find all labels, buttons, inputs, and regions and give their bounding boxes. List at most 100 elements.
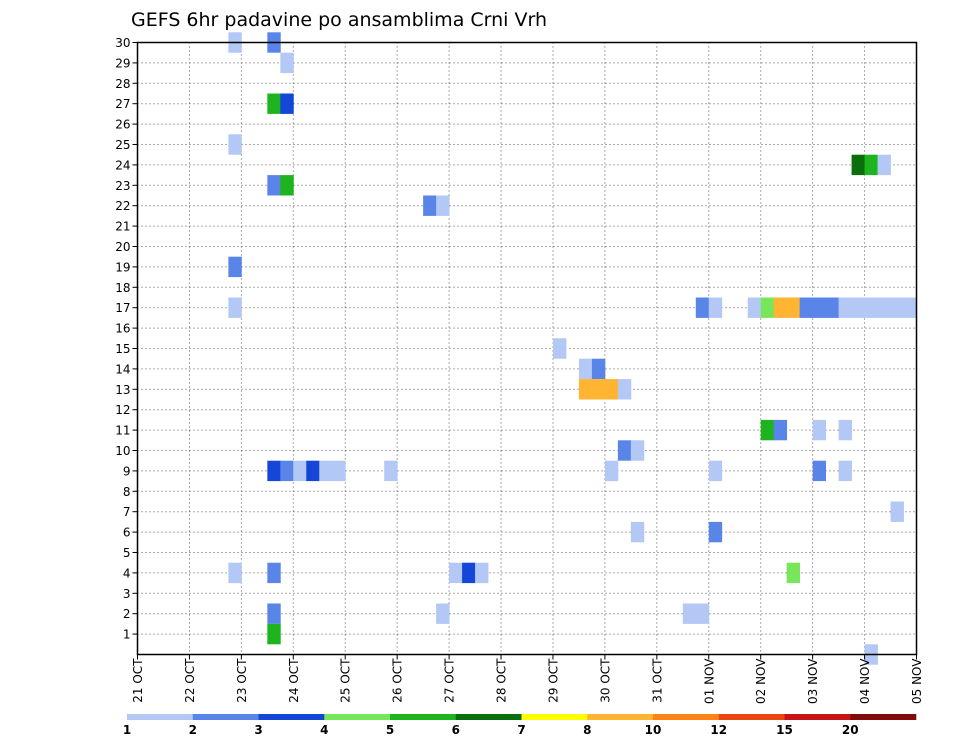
heatmap-cell — [617, 440, 632, 461]
heatmap-cell — [695, 603, 710, 624]
y-tick-label: 9 — [123, 464, 131, 478]
heatmap-cell — [332, 460, 346, 482]
y-tick-label: 28 — [115, 77, 130, 91]
heatmap-cell — [812, 460, 827, 482]
legend-color-swatch — [455, 714, 522, 720]
legend-color-swatch — [192, 714, 259, 720]
heatmap-cell — [306, 460, 320, 482]
legend-color-swatch — [127, 714, 194, 720]
heatmap-cell — [747, 297, 762, 318]
y-tick-label: 27 — [115, 97, 130, 111]
heatmap-cell — [267, 603, 281, 624]
x-tick-label: 04 NOV — [858, 658, 872, 704]
x-tick-label: 25 OCT — [339, 658, 353, 703]
heatmap-cell — [552, 338, 567, 359]
x-tick-label: 03 NOV — [806, 658, 820, 704]
y-tick-label: 19 — [115, 260, 130, 274]
y-tick-label: 15 — [115, 342, 130, 356]
x-tick-label: 27 OCT — [443, 658, 457, 703]
y-tick-label: 11 — [115, 424, 130, 438]
heatmap-cell — [228, 134, 242, 155]
x-axis: 21 OCT 22 OCT 23 OCT 24 OCT 25 OCT 26 OCT 27 O… — [131, 654, 924, 704]
heatmap-cell — [384, 460, 398, 482]
heatmap-cell — [851, 297, 865, 318]
legend-label: 15 — [776, 723, 793, 737]
heatmap-cell — [267, 93, 281, 114]
chart-title: GEFS 6hr padavine po ansamblima Crni Vrh — [131, 9, 547, 31]
y-tick-label: 12 — [115, 403, 130, 417]
heatmap-cell — [604, 379, 619, 400]
heatmap-cell — [630, 440, 645, 461]
heatmap-cell — [267, 562, 281, 584]
heatmap-cell — [903, 297, 917, 318]
heatmap-cell — [280, 93, 294, 114]
y-tick-label: 1 — [123, 628, 131, 642]
heatmap-cell — [475, 562, 489, 584]
heatmap-cell — [695, 297, 710, 318]
y-tick-label: 6 — [123, 526, 131, 540]
y-tick-label: 18 — [115, 281, 130, 295]
y-tick-label: 14 — [115, 362, 130, 376]
x-tick-label: 22 OCT — [183, 658, 197, 703]
y-tick-label: 26 — [115, 118, 130, 132]
legend-color-swatch — [390, 714, 457, 720]
x-tick-label: 30 OCT — [598, 658, 612, 703]
heatmap-cell — [591, 358, 606, 380]
y-axis: 1234567891011121314151617181920212223242… — [115, 36, 138, 642]
heatmap-cell — [604, 460, 619, 482]
legend-label: 12 — [710, 723, 727, 737]
heatmap-cell — [864, 297, 878, 318]
x-tick-label: 21 OCT — [131, 658, 145, 703]
legend-color-swatch — [587, 714, 654, 720]
y-tick-label: 20 — [115, 240, 130, 254]
x-tick-label: 01 NOV — [702, 658, 716, 704]
legend-label: 6 — [452, 723, 460, 737]
heatmap-cell — [838, 297, 852, 318]
heatmap-cell — [228, 297, 242, 318]
legend-label: 1 — [123, 723, 131, 737]
heatmap-cell — [449, 562, 463, 584]
legend-color-swatch — [718, 714, 785, 720]
x-tick-label: 28 OCT — [495, 658, 509, 703]
y-tick-label: 8 — [123, 485, 131, 499]
legend-color-swatch — [653, 714, 720, 720]
legend-color-swatch — [521, 714, 588, 720]
y-tick-label: 17 — [115, 301, 130, 315]
y-tick-label: 7 — [123, 505, 131, 519]
heatmap-cell — [423, 195, 437, 216]
heatmap-cell — [436, 195, 450, 216]
x-tick-label: 23 OCT — [235, 658, 249, 703]
heatmap-cell — [786, 562, 801, 584]
legend-label: 7 — [517, 723, 525, 737]
heatmap-cell — [617, 379, 632, 400]
x-tick-label: 24 OCT — [287, 658, 301, 703]
y-tick-label: 24 — [115, 158, 130, 172]
y-tick-label: 4 — [123, 566, 131, 580]
y-tick-label: 13 — [115, 383, 130, 397]
heatmap-cell — [864, 154, 878, 176]
legend-label: 10 — [645, 723, 662, 737]
y-tick-label: 25 — [115, 138, 130, 152]
heatmap-cell — [760, 419, 775, 441]
heatmap-cell — [799, 297, 814, 318]
heatmap-cell — [825, 297, 839, 318]
heatmap-cell — [462, 562, 476, 584]
heatmap-cell — [812, 297, 827, 318]
heatmap-cell — [812, 419, 827, 441]
heatmap-cell — [838, 460, 852, 482]
heatmap-cell — [773, 419, 788, 441]
legend-label: 4 — [320, 723, 328, 737]
x-tick-label: 31 OCT — [650, 658, 664, 703]
legend-label: 8 — [583, 723, 591, 737]
legend-color-swatch — [258, 714, 325, 720]
heatmap-cell — [280, 460, 294, 482]
heatmap-cell — [877, 154, 891, 176]
heatmap-cell — [578, 358, 593, 380]
heatmap-cell — [682, 603, 697, 624]
heatmap-cell — [280, 52, 294, 74]
y-tick-label: 10 — [115, 444, 130, 458]
heatmap-cell — [578, 379, 593, 400]
heatmap-cell — [877, 297, 891, 318]
legend-color-swatch — [850, 714, 917, 720]
